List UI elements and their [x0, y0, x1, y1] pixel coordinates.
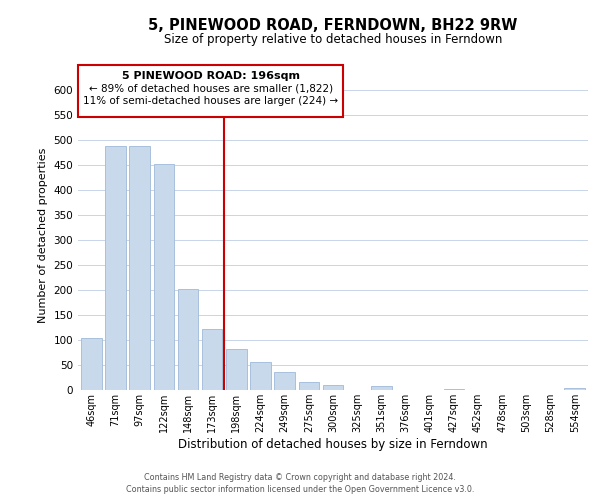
Bar: [323, 385, 343, 390]
Text: Size of property relative to detached houses in Ferndown: Size of property relative to detached ho…: [164, 32, 502, 46]
Bar: [178, 289, 198, 390]
Bar: [81, 338, 101, 390]
Bar: [105, 146, 126, 390]
Bar: [299, 382, 319, 390]
Text: Contains HM Land Registry data © Crown copyright and database right 2024.
Contai: Contains HM Land Registry data © Crown c…: [126, 472, 474, 494]
Bar: [130, 146, 150, 390]
Text: 5, PINEWOOD ROAD, FERNDOWN, BH22 9RW: 5, PINEWOOD ROAD, FERNDOWN, BH22 9RW: [148, 18, 518, 32]
Bar: [154, 164, 174, 390]
Bar: [250, 362, 271, 390]
Text: ← 89% of detached houses are smaller (1,822): ← 89% of detached houses are smaller (1,…: [89, 83, 332, 93]
Bar: [274, 372, 295, 390]
Bar: [202, 329, 223, 390]
Bar: [226, 348, 247, 390]
X-axis label: Distribution of detached houses by size in Ferndown: Distribution of detached houses by size …: [178, 438, 488, 451]
FancyBboxPatch shape: [78, 64, 343, 117]
Bar: [565, 388, 585, 390]
Y-axis label: Number of detached properties: Number of detached properties: [38, 148, 48, 322]
Text: 5 PINEWOOD ROAD: 196sqm: 5 PINEWOOD ROAD: 196sqm: [122, 70, 299, 81]
Bar: [443, 388, 464, 390]
Bar: [371, 386, 392, 390]
Text: 11% of semi-detached houses are larger (224) →: 11% of semi-detached houses are larger (…: [83, 96, 338, 106]
